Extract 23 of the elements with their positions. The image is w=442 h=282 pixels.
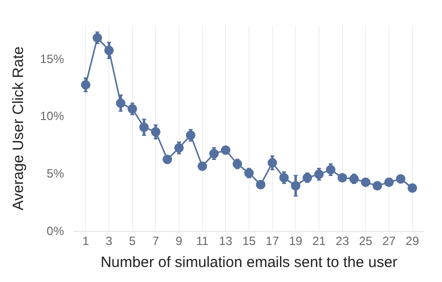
y-tick-label: 0% [46,224,64,238]
x-tick-label: 25 [358,234,373,248]
x-tick-label: 1 [82,234,90,248]
x-tick-label: 9 [176,234,183,248]
x-tick-label: 5 [129,234,136,248]
x-tick-label: 15 [242,234,256,248]
x-tick-label: 17 [266,234,280,248]
y-tick-label: 15% [40,52,64,66]
point [256,180,266,190]
x-tick-label: 29 [406,234,420,248]
x-tick-label: 7 [152,234,160,248]
x-tick-label: 13 [218,234,233,248]
point [408,183,418,193]
y-tick-label: 10% [40,109,64,124]
y-axis-title: Average User Click Rate [10,46,28,210]
x-tick-label: 19 [288,234,303,248]
x-tick-label: 11 [196,234,209,248]
x-tick-label: 3 [106,234,113,248]
x-tick-label: 21 [312,234,326,248]
x-tick-label: 23 [336,234,350,248]
x-tick-label: 27 [382,234,396,248]
x-axis-title: Number of simulation emails sent to the user [100,254,398,272]
y-tick-label: 5% [46,166,64,181]
